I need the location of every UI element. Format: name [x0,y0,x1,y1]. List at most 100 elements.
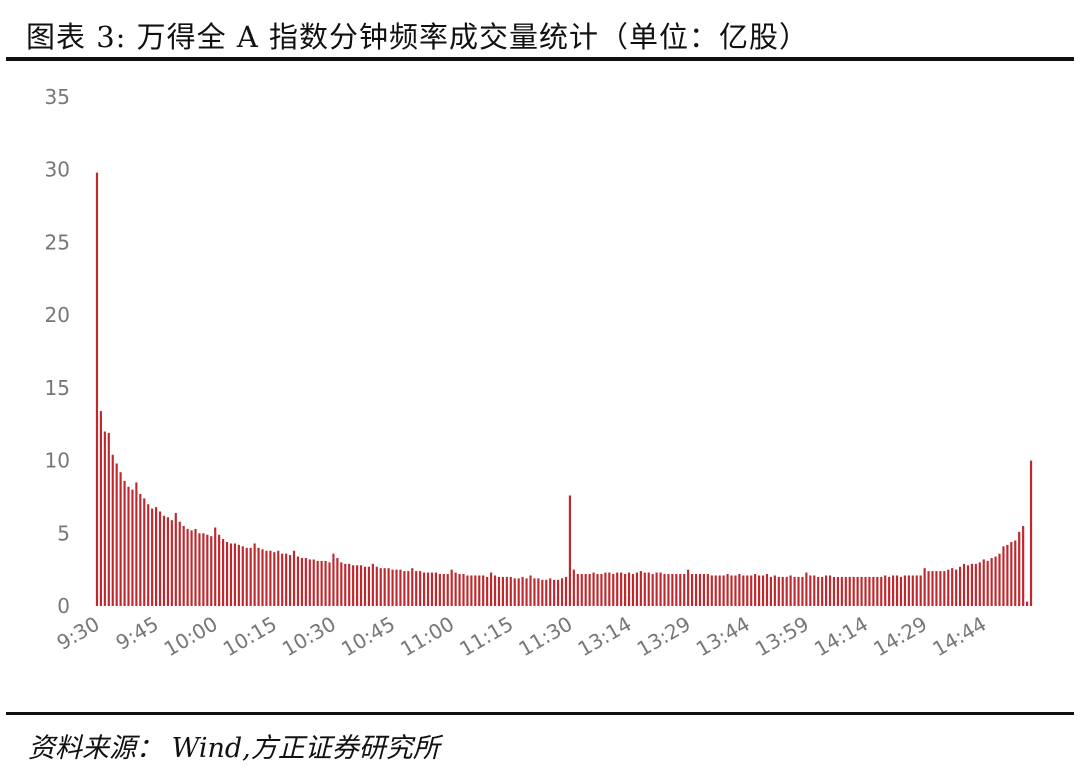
volume-bar [868,576,871,606]
volume-bar [884,575,887,606]
volume-bar [430,572,434,606]
volume-bar [738,574,741,606]
volume-bar [726,574,729,606]
volume-bar [371,563,374,606]
volume-bar [261,549,264,606]
volume-bar [304,558,307,606]
volume-bar [994,556,997,606]
volume-bar [903,575,906,606]
volume-bar [817,576,820,606]
volume-bar [308,559,311,606]
volume-bar [312,559,315,606]
volume-bar [407,571,410,606]
volume-bar [123,480,126,606]
volume-bar [584,574,587,606]
volume-bar [560,578,564,606]
volume-bar [170,520,173,606]
volume-bar [777,576,780,606]
volume-bar [809,575,812,606]
volume-bar [576,574,579,606]
x-tick-label: 13:59 [751,612,813,662]
volume-bar [624,574,627,606]
volume-bar [955,569,958,606]
volume-bar [718,575,721,606]
volume-bar [840,576,843,606]
volume-bar [694,574,698,606]
x-tick-label: 14:29 [869,612,931,662]
volume-bar [363,566,367,606]
volume-bar [706,574,709,606]
volume-bar [828,575,832,606]
volume-bar [324,560,327,606]
volume-bar [793,576,796,606]
volume-bar [135,482,138,606]
volume-bar [214,527,217,606]
volume-bar [151,508,154,606]
volume-bar [825,575,828,606]
volume-bar [147,504,150,606]
volume-bar [245,547,248,606]
volume-bar [131,489,134,606]
volume-bar [541,579,544,606]
volume-bar [458,574,461,606]
volume-bar [237,544,240,606]
volume-bar [951,568,954,606]
x-tick-label: 13:14 [574,612,636,662]
volume-bar [746,575,749,606]
volume-bar [911,575,914,606]
volume-bar [998,553,1001,606]
volume-bar [300,558,303,606]
volume-bar [99,411,102,606]
volume-bar [257,547,260,606]
volume-bar [687,569,690,606]
volume-bar [616,572,619,606]
volume-bar [241,546,244,606]
volume-bar [1006,544,1009,606]
volume-bar [387,568,390,606]
volume-bar [356,565,359,606]
volume-bar [631,574,635,606]
x-tick-label: 10:15 [219,612,281,662]
volume-bar [982,559,985,606]
source-note: 资料来源： Wind,方正证券研究所 [28,733,440,764]
volume-bar [765,574,769,606]
volume-bar [273,552,276,606]
volume-bar [572,569,575,606]
volume-bar [1029,460,1033,606]
x-tick-label: 11:15 [455,612,517,662]
volume-bar [1010,542,1013,606]
x-tick-label: 10:00 [160,612,222,662]
x-tick-label: 14:14 [810,612,872,662]
volume-bar [604,572,607,606]
volume-bar [454,572,457,606]
volume-bar [978,562,981,606]
volume-bar [927,571,930,606]
volume-bar [478,575,481,606]
volume-bar [848,576,851,606]
volume-bar [289,555,292,606]
volume-bar [761,575,765,606]
volume-bar [943,571,946,606]
volume-bar [158,511,162,606]
volume-bar [348,563,351,606]
volume-bar [568,495,571,606]
volume-bar [714,575,717,606]
volume-bar [671,574,674,606]
volume-bar [277,550,280,606]
volume-bar [888,576,891,606]
x-tick-label: 11:00 [396,612,458,662]
volume-bar [470,575,473,606]
volume-bar [892,575,895,606]
volume-bar [139,494,142,606]
volume-bar-chart: 0 5 10 15 20 25 30 35 9:30 9:4510:0010:1510:3010… [45,85,1033,662]
bottom-rule [6,712,1074,715]
volume-bar [939,571,942,606]
volume-bar [742,575,745,606]
volume-bar [872,576,875,606]
volume-bar [218,534,221,606]
x-tick-label: 11:30 [514,612,576,662]
volume-bar [596,574,599,606]
volume-bar [265,550,268,606]
x-tick-label: 13:44 [692,612,754,662]
volume-bar [1026,601,1029,606]
